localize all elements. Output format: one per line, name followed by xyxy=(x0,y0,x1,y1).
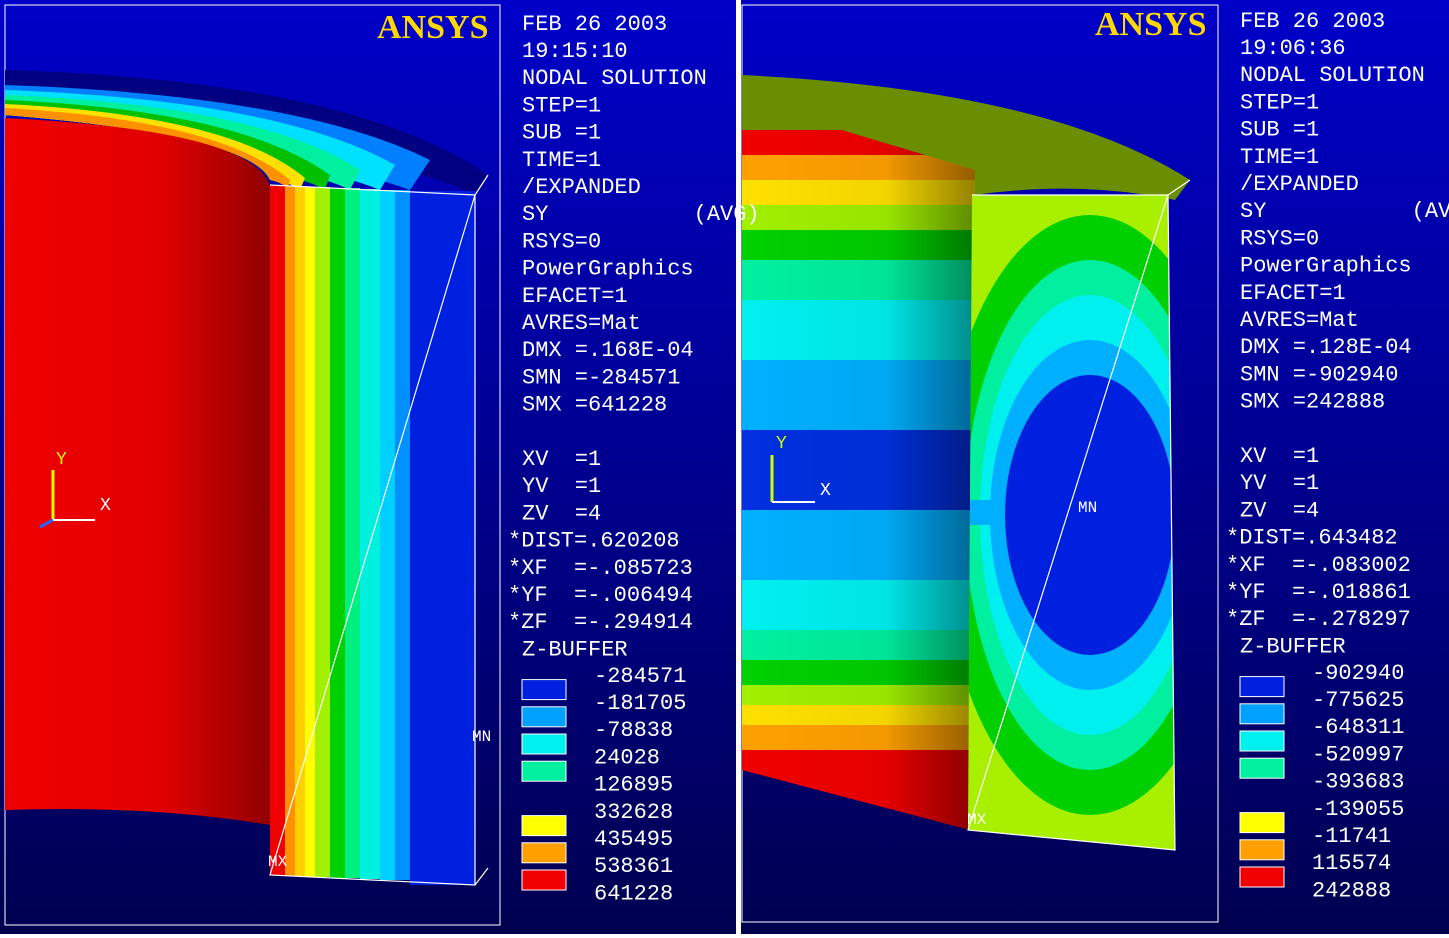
view-line: *ZF =-.278297 xyxy=(1226,607,1411,632)
info-line: TIME=1 xyxy=(1240,145,1319,170)
legend-value: 24028 xyxy=(594,745,660,770)
info-line: STEP=1 xyxy=(1240,90,1319,115)
legend-swatch xyxy=(521,760,567,782)
legend-value: 242888 xyxy=(1312,878,1391,903)
legend-value: 538361 xyxy=(594,854,673,879)
info-line: SUB =1 xyxy=(522,121,601,146)
view-line: Z-BUFFER xyxy=(522,637,628,662)
legend-value: -78838 xyxy=(594,718,673,743)
legend-swatch xyxy=(521,733,567,755)
info-line: RSYS=0 xyxy=(522,229,601,254)
info-line: NODAL SOLUTION xyxy=(522,66,707,91)
axis-label: Y xyxy=(56,450,67,470)
axis-label: X xyxy=(100,496,111,516)
legend-value: -775625 xyxy=(1312,688,1404,713)
logo: ANSYS xyxy=(1095,6,1206,43)
legend-value: -902940 xyxy=(1312,661,1404,686)
axis-label: Y xyxy=(776,434,787,454)
max-marker: MX xyxy=(268,853,288,871)
view-line: *DIST=.620208 xyxy=(508,529,680,554)
info-line: RSYS=0 xyxy=(1240,226,1319,251)
info-line: 19:06:36 xyxy=(1240,36,1346,61)
view-line: Z-BUFFER xyxy=(1240,634,1346,659)
legend-swatch xyxy=(521,815,567,837)
info-line: NODAL SOLUTION xyxy=(1240,63,1425,88)
info-line: STEP=1 xyxy=(522,93,601,118)
view-line: ZV =4 xyxy=(522,501,601,526)
legend-value: -284571 xyxy=(594,664,686,689)
view-line: *ZF =-.294914 xyxy=(508,610,693,635)
info-line: /EXPANDED xyxy=(522,175,641,200)
info-line: SMX =641228 xyxy=(522,393,667,418)
legend-swatch xyxy=(1239,812,1285,834)
legend-value: -181705 xyxy=(594,691,686,716)
legend-value: 332628 xyxy=(594,800,673,825)
view-line: XV =1 xyxy=(1240,444,1319,469)
info-line: PowerGraphics xyxy=(1240,254,1412,279)
legend-value: 641228 xyxy=(594,881,673,906)
legend-swatch xyxy=(521,679,567,701)
info-line: PowerGraphics xyxy=(522,257,694,282)
legend-swatch xyxy=(1239,866,1285,888)
max-marker: MX xyxy=(967,811,987,829)
min-marker: MN xyxy=(472,728,491,746)
legend-value: 126895 xyxy=(594,773,673,798)
legend-swatch xyxy=(1239,757,1285,779)
info-line: AVRES=Mat xyxy=(1240,308,1359,333)
legend-value: 115574 xyxy=(1312,851,1391,876)
info-line: SY (AVG) xyxy=(1240,199,1449,224)
legend-value: -139055 xyxy=(1312,797,1404,822)
info-line: DMX =.168E-04 xyxy=(522,338,694,363)
info-line: AVRES=Mat xyxy=(522,311,641,336)
axis-triad xyxy=(770,455,815,503)
info-line: SMN =-902940 xyxy=(1240,362,1398,387)
info-line: SY (AVG) xyxy=(522,202,760,227)
view-line: *XF =-.085723 xyxy=(508,556,693,581)
view-line: YV =1 xyxy=(1240,471,1319,496)
view-line: *XF =-.083002 xyxy=(1226,553,1411,578)
legend-swatch xyxy=(521,869,567,891)
view-line: XV =1 xyxy=(522,447,601,472)
info-line: EFACET=1 xyxy=(522,284,628,309)
legend-swatch xyxy=(1239,730,1285,752)
info-line: SUB =1 xyxy=(1240,118,1319,143)
info-line: SMN =-284571 xyxy=(522,365,680,390)
legend-value: -393683 xyxy=(1312,770,1404,795)
legend-swatch xyxy=(1239,703,1285,725)
legend-swatch xyxy=(521,842,567,864)
axis-label: X xyxy=(820,481,831,501)
info-line: TIME=1 xyxy=(522,148,601,173)
legend-value: -648311 xyxy=(1312,715,1404,740)
legend-value: -520997 xyxy=(1312,742,1404,767)
info-line: FEB 26 2003 xyxy=(1240,9,1385,34)
info-line: FEB 26 2003 xyxy=(522,12,667,37)
view-line: *YF =-.006494 xyxy=(508,583,693,608)
view-line: ZV =4 xyxy=(1240,498,1319,523)
legend-swatch xyxy=(1239,839,1285,861)
model-left xyxy=(5,70,489,886)
info-line: DMX =.128E-04 xyxy=(1240,335,1412,360)
logo: ANSYS xyxy=(377,9,488,46)
legend-value: 435495 xyxy=(594,827,673,852)
legend-swatch xyxy=(521,706,567,728)
view-line: *YF =-.018861 xyxy=(1226,580,1411,605)
info-line: 19:15:10 xyxy=(522,39,628,64)
view-line: *DIST=.643482 xyxy=(1226,526,1398,551)
info-line: SMX =242888 xyxy=(1240,390,1385,415)
axis-triad xyxy=(39,470,95,529)
view-line: YV =1 xyxy=(522,474,601,499)
legend-swatch xyxy=(1239,676,1285,698)
info-line: /EXPANDED xyxy=(1240,172,1359,197)
separator xyxy=(736,0,741,938)
info-line: EFACET=1 xyxy=(1240,281,1346,306)
min-marker: MN xyxy=(1078,499,1097,517)
model-right xyxy=(742,75,1191,851)
legend-value: -11741 xyxy=(1312,824,1391,849)
